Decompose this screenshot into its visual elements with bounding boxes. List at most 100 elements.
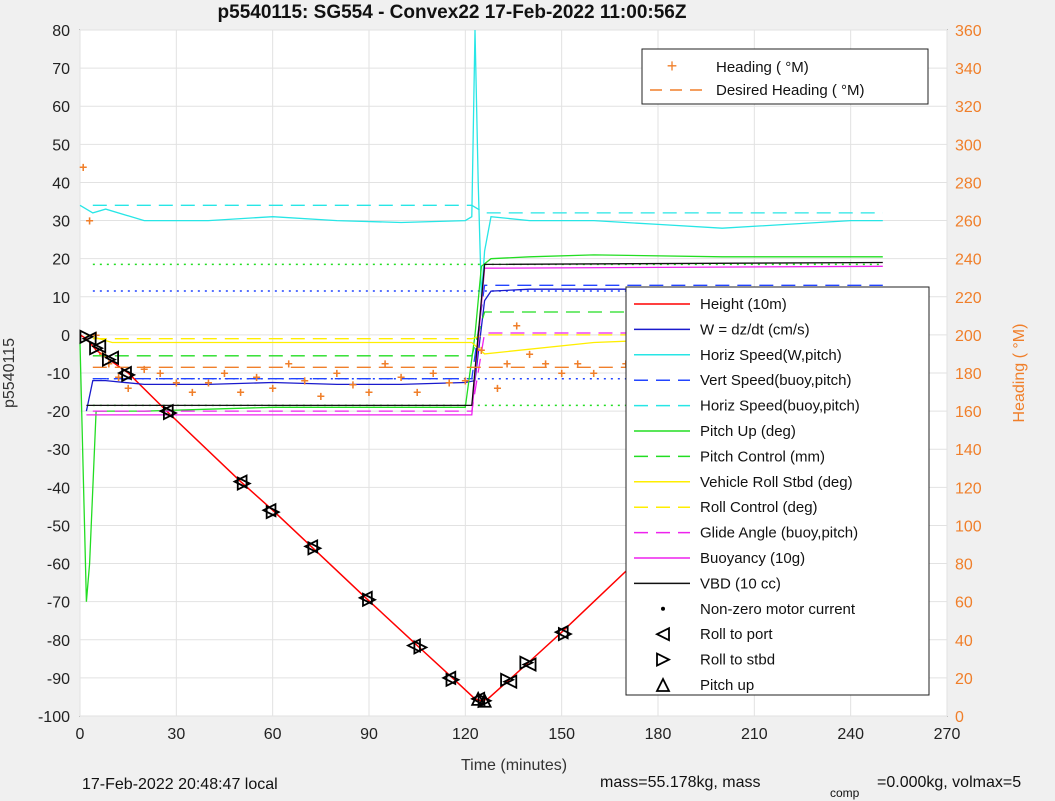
legend-label: VBD (10 cc) [700,575,781,592]
legend-label: Non-zero motor current [700,601,856,618]
heading-point: + [79,159,87,175]
heading-point: + [445,375,453,391]
heading-point: + [172,375,180,391]
heading-point: + [590,365,598,381]
axes-group: 0 30 60 90 120 150 180 210 240 270 80 70 60 50 40 30 20 1… [38,23,982,743]
legend-pitch-up-marker [655,676,671,692]
heading-point: + [236,384,244,400]
y-tick-label: -80 [47,633,70,650]
heading-point: + [124,380,132,396]
footer-mass: mass=55.178kg, mass [600,774,761,791]
roll-to-stbd-marker [236,476,252,491]
y-right-tick-label: 260 [955,214,982,231]
x-tick-label: 150 [548,726,575,743]
heading-point: + [493,380,501,396]
series-9-line [92,332,883,412]
heading-point: + [301,373,309,389]
heading-point: + [188,384,196,400]
x-tick-label: 60 [264,726,282,743]
x-tick-label: 240 [837,726,864,743]
heading-point: + [253,369,261,385]
legend-main: Height (10m) W = dz/dt (cm/s) Horiz Speed(… [625,286,930,696]
y-tick-label: -70 [47,595,70,612]
legend-top-heading-marker: + [667,56,678,76]
y-axis-label: p5540115 [1,338,18,408]
y-tick-label: 40 [52,175,70,192]
legend-label: Pitch up [700,677,754,694]
heading-point: + [349,376,357,392]
series-10-line [86,265,883,416]
y-right-tick-label: 280 [955,175,982,192]
x-tick-label: 0 [76,726,85,743]
legend-label: Buoyancy (10g) [700,550,805,567]
y-right-tick-label: 300 [955,137,982,154]
y-right-tick-label: 180 [955,366,982,383]
legend-label: Height (10m) [700,296,787,313]
heading-point: + [429,365,437,381]
heading-point: + [365,384,373,400]
y-tick-label: -50 [47,518,70,535]
legend-label: Roll to stbd [700,652,775,669]
y-right-tick-label: 340 [955,61,982,78]
y-tick-label: 20 [52,252,70,269]
y-right-tick-label: 100 [955,518,982,535]
heading-point: + [413,384,421,400]
x-tick-label: 30 [167,726,185,743]
heading-point: + [140,361,148,377]
heading-point: + [381,355,389,371]
heading-point: + [525,346,533,362]
series-2-line [79,29,883,297]
y-right-tick-label: 0 [955,709,964,726]
heading-point: + [503,355,511,371]
roll-to-stbd-marker [445,672,461,688]
series-4-line [92,204,883,214]
y-tick-label: 0 [61,328,70,345]
y-tick-label: -90 [47,671,70,688]
heading-point: + [114,369,122,385]
y-tick-label: -40 [47,480,70,497]
legend-top-heading: Heading ( °M) [716,59,809,76]
y-tick-label: -30 [47,442,70,459]
y-right-tick-label: 80 [955,557,973,574]
legend-roll-port-marker [654,626,670,642]
y-right-tick-label: 60 [955,595,973,612]
roll-to-stbd-marker [519,655,535,671]
heading-point: + [269,380,277,396]
y-tick-label: 30 [52,214,70,231]
legend-label: Vehicle Roll Stbd (deg) [700,474,853,491]
y-tick-label: -60 [47,557,70,574]
y-tick-label: -10 [47,366,70,383]
legend-label: Horiz Speed(W,pitch) [700,347,842,364]
x-tick-label: 270 [934,726,961,743]
y-right-tick-label: 200 [955,328,982,345]
x-axis-label: Time (minutes) [461,757,567,774]
legend-top: + Heading ( °M) Desired Heading ( °M) [641,48,929,105]
y-tick-label: 50 [52,137,70,154]
heading-point: + [333,365,341,381]
x-tick-label: 210 [741,726,768,743]
series-11-line [86,261,883,407]
legend-motor-dot [661,606,665,611]
pitch-up-marker [470,690,486,706]
y-right-tick-label: 360 [955,23,982,40]
heading-point: + [86,213,94,229]
y-right-tick-label: 240 [955,252,982,269]
chart-title: p5540115: SG554 - Convex22 17-Feb-2022 1… [218,2,687,23]
roll-to-stbd-marker [121,367,137,383]
roll-to-stbd-marker [163,405,178,421]
heading-point: + [477,342,485,358]
y-tick-label: 70 [52,61,70,78]
legend-top-desired: Desired Heading ( °M) [716,82,865,99]
heading-point: + [317,388,325,404]
y-right-tick-label: 120 [955,480,982,497]
x-tick-label: 180 [645,726,672,743]
y-right-axis-label: Heading ( °M) [1011,324,1028,423]
series-5-line [79,254,883,602]
roll-to-stbd-marker [102,352,117,368]
footer-mass-comp: comp [830,786,860,800]
roll-to-stbd-marker [307,540,323,556]
y-tick-label: 80 [52,23,70,40]
y-right-tick-label: 320 [955,99,982,116]
